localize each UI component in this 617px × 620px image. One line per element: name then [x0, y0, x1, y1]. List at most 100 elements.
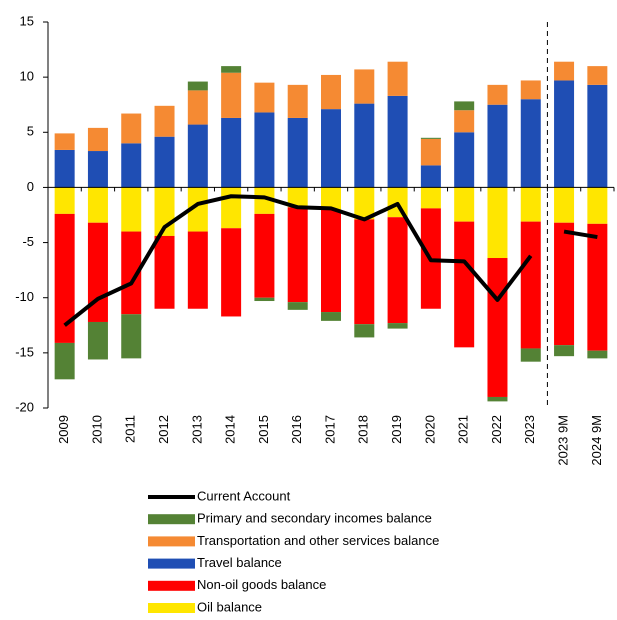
legend-label: Travel balance [197, 555, 282, 570]
bar [54, 187, 75, 214]
bar [287, 187, 308, 208]
bar [87, 187, 108, 223]
x-tick-label: 2017 [322, 415, 337, 444]
bar [420, 165, 441, 188]
line [63, 194, 533, 327]
legend-label: Oil balance [197, 599, 262, 614]
bar [387, 323, 408, 329]
bar [520, 99, 541, 188]
legend-label: Primary and secondary incomes balance [197, 511, 432, 526]
legend-label: Non-oil goods balance [197, 577, 326, 592]
y-tick-label: 15 [20, 13, 34, 28]
bar [87, 127, 108, 152]
bar [554, 345, 575, 357]
bar [121, 143, 142, 188]
x-tick-label: 2019 [389, 415, 404, 444]
legend-swatch [148, 603, 195, 613]
bar [520, 187, 541, 222]
bar [454, 110, 475, 133]
bar [321, 312, 341, 321]
x-tick-label: 2013 [189, 415, 204, 444]
bar [87, 151, 108, 188]
bar [321, 187, 341, 210]
x-tick-label: 2011 [123, 415, 138, 443]
bar [554, 80, 575, 188]
legend-swatch [148, 514, 195, 525]
bar [254, 213, 275, 298]
bar [487, 187, 508, 259]
x-tick-label: 2021 [456, 415, 471, 444]
bar [54, 342, 75, 380]
bar [187, 90, 208, 125]
y-tick-label: 0 [27, 179, 34, 194]
bar [354, 187, 375, 220]
bar [487, 258, 508, 397]
bar [587, 84, 608, 188]
bar [454, 221, 475, 348]
y-tick-label: -10 [15, 289, 34, 304]
x-tick-label: 2014 [223, 415, 238, 444]
bar [587, 223, 608, 351]
x-tick-label: 2012 [156, 415, 171, 444]
bar [487, 396, 508, 402]
bar [554, 61, 575, 81]
bar [387, 61, 408, 96]
bar [221, 72, 242, 118]
bar [454, 101, 475, 111]
bar [354, 103, 375, 188]
bar [520, 348, 541, 362]
bar [154, 105, 175, 137]
y-tick-label: 5 [27, 124, 34, 139]
bar [587, 350, 608, 359]
bar [287, 302, 308, 310]
y-tick-label: -20 [15, 399, 34, 414]
x-tick-label: 2023 [522, 415, 537, 444]
bar [187, 187, 208, 232]
bar [121, 231, 142, 315]
bar [554, 187, 575, 223]
legend-swatch [148, 558, 195, 569]
bar [154, 136, 175, 188]
bar [321, 109, 341, 188]
bar [287, 117, 308, 188]
bar [87, 321, 108, 360]
bar [54, 133, 75, 150]
bar [121, 314, 142, 359]
bar [187, 124, 208, 188]
bar [287, 207, 308, 303]
y-tick-label: 10 [20, 69, 34, 84]
bar [387, 95, 408, 188]
bar [420, 138, 441, 166]
y-tick-label: -15 [15, 344, 34, 359]
bar [254, 82, 275, 113]
bar [254, 187, 275, 214]
line [563, 229, 598, 240]
bar [420, 187, 441, 209]
legend-label: Current Account [197, 488, 291, 503]
x-tick-label: 2009 [56, 415, 71, 444]
bar [387, 217, 408, 324]
x-tick-label: 2023 9M [555, 415, 570, 466]
bar [520, 221, 541, 349]
bar [454, 132, 475, 188]
bar [254, 297, 275, 302]
bar [587, 187, 608, 224]
bar [87, 222, 108, 322]
bar [587, 66, 608, 85]
bar [554, 222, 575, 346]
bar [221, 66, 242, 73]
bar [321, 209, 341, 313]
bar [121, 187, 142, 232]
bar [287, 84, 308, 118]
bar [187, 81, 208, 91]
legend-swatch [148, 580, 195, 591]
x-tick-label: 2024 9M [589, 415, 604, 466]
bar [454, 187, 475, 222]
x-tick-label: 2022 [489, 415, 504, 444]
bar [520, 80, 541, 100]
bar [54, 213, 75, 343]
legend-label: Transportation and other services balanc… [197, 533, 439, 548]
bar [354, 324, 375, 338]
bar [420, 137, 441, 139]
